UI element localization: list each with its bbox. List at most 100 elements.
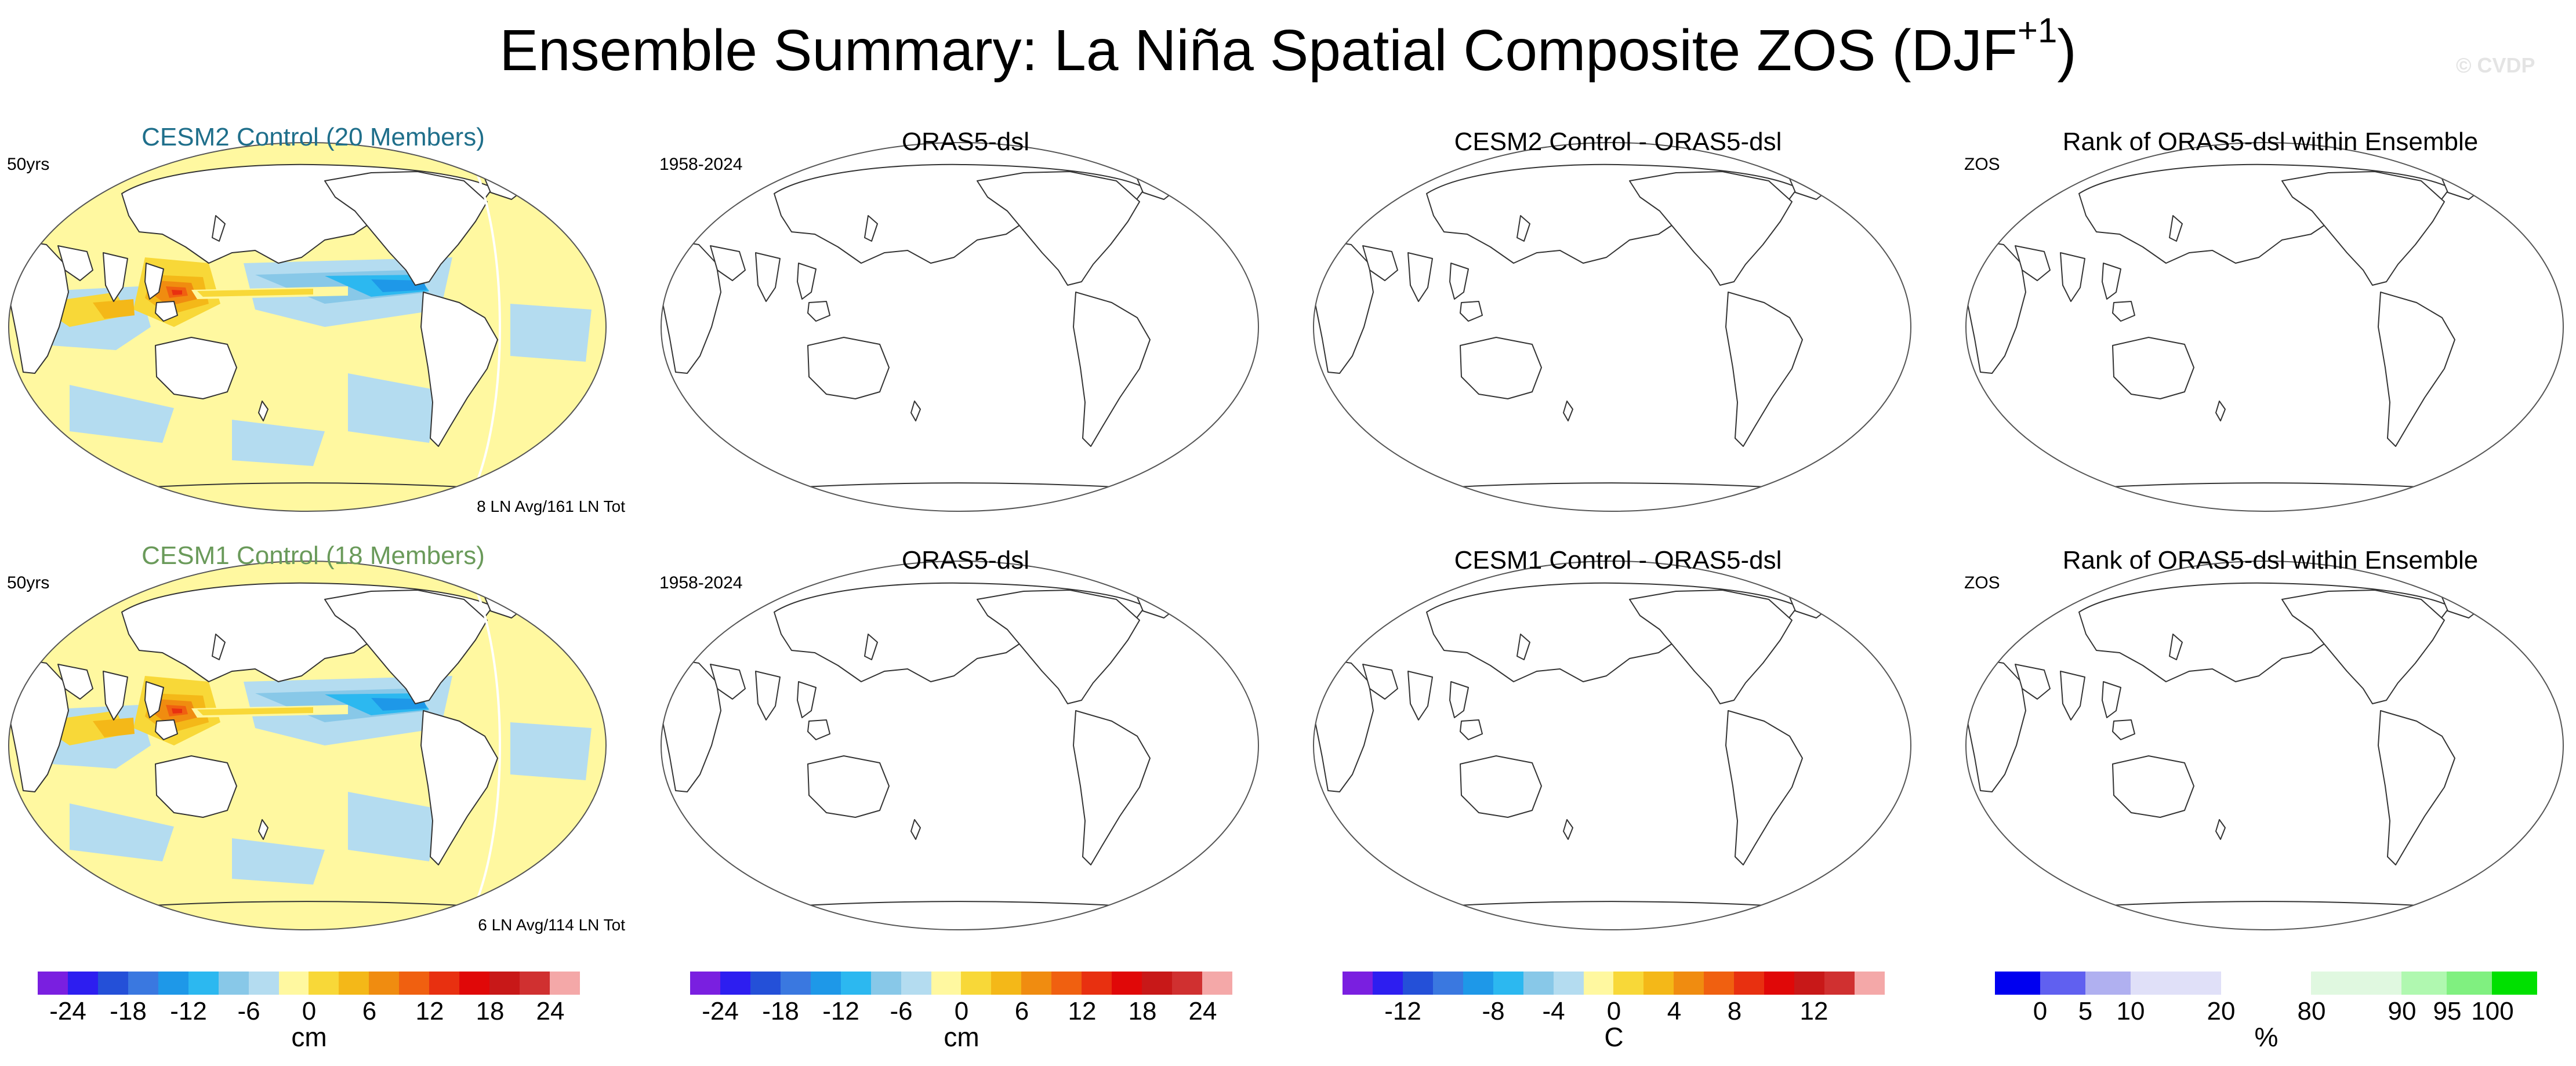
colorbar-tick: 8 — [1727, 997, 1742, 1025]
north-america-coast — [2281, 590, 2445, 704]
colorbar-swatch — [840, 972, 871, 995]
colorbar-swatch — [2266, 972, 2312, 995]
australia-coast — [807, 755, 890, 818]
colorbar-swatch — [38, 972, 68, 995]
panel-event-count: 8 LN Avg/161 LN Tot — [477, 497, 625, 515]
se-asia-coast — [2102, 681, 2121, 718]
colorbar-tick: 18 — [1128, 997, 1157, 1025]
borneo-coast — [807, 719, 830, 740]
anomaly-region — [371, 279, 427, 292]
panel-period: 50yrs — [7, 573, 50, 592]
panel-period: 1958-2024 — [659, 573, 743, 592]
japan-coast — [2169, 634, 2183, 660]
north-america-coast — [1629, 590, 1793, 704]
colorbar-tick: 24 — [536, 997, 565, 1025]
anomaly-region — [371, 698, 427, 711]
anomaly-region — [197, 707, 313, 715]
map-border — [8, 142, 607, 512]
panel-variable: ZOS — [1964, 155, 2000, 174]
colorbar-tick: 10 — [2116, 997, 2145, 1025]
colorbar-tick: 24 — [1188, 997, 1217, 1025]
colorbar-swatch — [429, 972, 460, 995]
anomaly-region — [172, 290, 182, 295]
se-asia-coast — [797, 681, 817, 718]
colorbar-swatch — [1523, 972, 1554, 995]
new-zealand-coast — [2215, 401, 2226, 421]
colorbar-tick: 4 — [1667, 997, 1682, 1025]
panel-period: 50yrs — [7, 155, 50, 174]
india-coast — [755, 671, 781, 721]
colorbar-unit: C — [1604, 1022, 1624, 1052]
colorbar-swatch — [1643, 972, 1674, 995]
map-border — [661, 142, 1259, 512]
map-oras5-dsl-row1 — [661, 142, 1259, 512]
se-asia-coast — [797, 263, 817, 300]
map-border — [8, 561, 607, 930]
colorbar-tick: -4 — [1542, 997, 1565, 1025]
colorbar-swatch — [1172, 972, 1202, 995]
colorbar-percent — [1995, 972, 2538, 995]
colorbar-swatch — [339, 972, 369, 995]
colorbar-swatch — [67, 972, 98, 995]
arabia-coast — [57, 664, 93, 700]
se-asia-coast — [144, 263, 164, 300]
map-cesm2-control — [8, 142, 607, 512]
colorbar-swatch — [489, 972, 520, 995]
colorbar-swatch — [218, 972, 249, 995]
se-asia-coast — [1449, 681, 1469, 718]
map-border — [1965, 561, 2564, 930]
map-edge-meridian — [467, 572, 501, 920]
borneo-coast — [2112, 301, 2135, 322]
borneo-coast — [155, 301, 178, 322]
south-america-coast — [1725, 292, 1803, 447]
south-america-coast — [1073, 292, 1151, 447]
arabia-coast — [1362, 245, 1398, 281]
australia-coast — [2112, 755, 2194, 818]
map-edge-meridian — [467, 154, 501, 501]
colorbar-swatch — [810, 972, 841, 995]
colorbar-swatch — [2175, 972, 2221, 995]
north-america-coast — [977, 590, 1140, 704]
colorbar-swatch — [1082, 972, 1112, 995]
japan-coast — [212, 634, 226, 660]
colorbar-swatch — [158, 972, 188, 995]
colorbar-swatch — [1794, 972, 1824, 995]
colorbar-swatch — [2447, 972, 2492, 995]
colorbar-swatch — [1372, 972, 1403, 995]
colorbar-tick: 12 — [1799, 997, 1828, 1025]
anomaly-region — [348, 792, 441, 861]
map-cesm1-control — [8, 561, 607, 930]
japan-coast — [864, 215, 878, 242]
colorbar-swatch — [520, 972, 550, 995]
anomaly-region — [172, 708, 182, 714]
south-america-coast — [420, 710, 498, 865]
panel-cesm1-control: CESM1 Control (18 Members) 50yrs 6 LN Av… — [0, 537, 626, 954]
figure-title: Ensemble Summary: La Niña Spatial Compos… — [0, 13, 2576, 88]
colorbar-tick: 100 — [2471, 997, 2514, 1025]
panel-title: CESM1 Control - ORAS5-dsl — [1454, 546, 1782, 574]
colorbar-swatch — [1995, 972, 2040, 995]
japan-coast — [1516, 215, 1530, 242]
colorbar-swatch — [97, 972, 128, 995]
colorbar-swatch — [1764, 972, 1795, 995]
borneo-coast — [1460, 719, 1483, 740]
colorbar-swatch — [1734, 972, 1765, 995]
australia-coast — [155, 755, 237, 818]
colorbar-swatch — [991, 972, 1022, 995]
map-oras5-dsl-row2 — [661, 561, 1259, 930]
arabia-coast — [57, 245, 93, 281]
panel-event-count: 6 LN Avg/114 LN Tot — [478, 916, 625, 934]
panel-period: 1958-2024 — [659, 155, 743, 174]
borneo-coast — [1460, 301, 1483, 322]
colorbar-tick: 6 — [362, 997, 377, 1025]
colorbar-swatch — [549, 972, 580, 995]
colorbar-tick: 5 — [2078, 997, 2093, 1025]
australia-coast — [807, 337, 890, 399]
se-asia-coast — [2102, 263, 2121, 300]
panel-title: CESM2 Control (20 Members) — [142, 123, 485, 151]
australia-coast — [155, 337, 237, 399]
colorbar-swatch — [690, 972, 720, 995]
anomaly-region — [232, 838, 325, 885]
north-america-coast — [324, 171, 488, 286]
anomaly-region — [197, 289, 313, 297]
